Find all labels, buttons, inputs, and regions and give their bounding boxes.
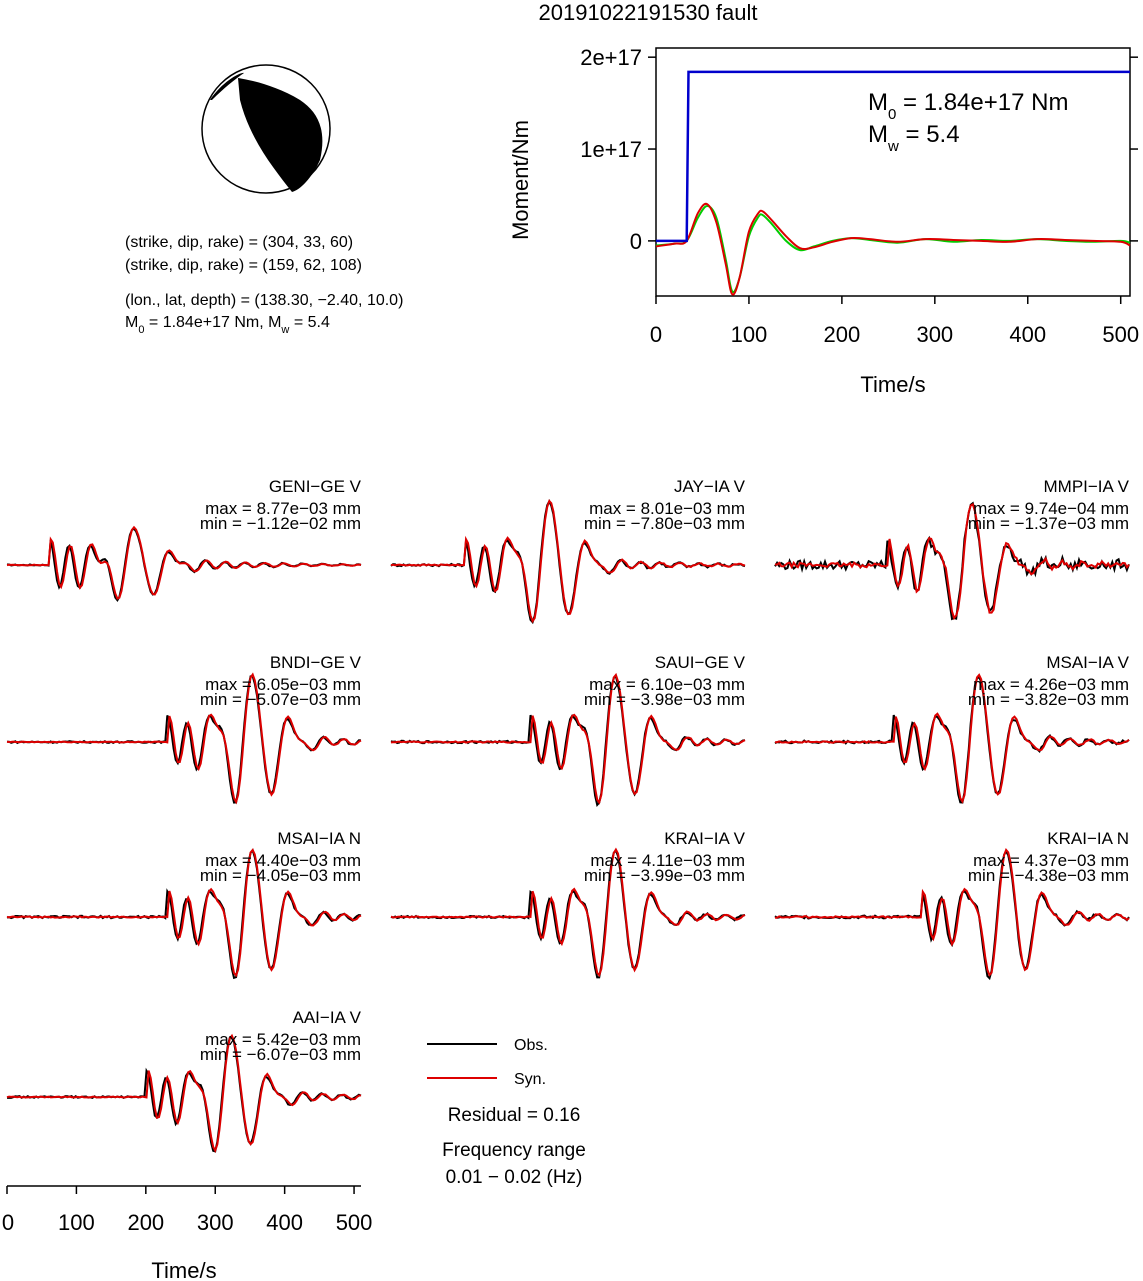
- synthetic-trace: [390, 672, 746, 805]
- moment-x-tick-label: 100: [731, 322, 768, 347]
- station-max: max = 5.42e−03 mm: [205, 1030, 361, 1049]
- moment-x-tick-label: 300: [916, 322, 953, 347]
- moment-x-axis-label: Time/s: [860, 372, 925, 397]
- waveform-x-tick-label: 400: [266, 1210, 303, 1235]
- beachball-compressional-quadrant: [238, 78, 323, 192]
- station-min: min = −4.38e−03 mm: [968, 866, 1129, 885]
- waveform-x-axis-label: Time/s: [151, 1258, 216, 1281]
- waveform-time-axis: 0 100 200 300 400 500 Time/s: [2, 1185, 373, 1281]
- synthetic-trace: [390, 499, 746, 624]
- moment-y-axis-label: Moment/Nm: [508, 120, 533, 240]
- moment-lines: [655, 70, 1131, 296]
- waveform-x-tick-label: 100: [58, 1210, 95, 1235]
- moment-rate-line-1: [655, 202, 1131, 296]
- moment-y-tick-label: 2e+17: [580, 45, 642, 70]
- station-name: AAI−IA V: [292, 1008, 361, 1027]
- station-min: min = −4.05e−03 mm: [200, 866, 361, 885]
- moment-x-tick-label: 500: [1102, 322, 1139, 347]
- residual-text: Residual = 0.16: [448, 1105, 581, 1126]
- moment-y-tick-label: 1e+17: [580, 137, 642, 162]
- synthetic-trace: [6, 525, 362, 600]
- synthetic-trace: [6, 848, 362, 978]
- station-name: JAY−IA V: [674, 477, 746, 496]
- station-min: min = −3.99e−03 mm: [584, 866, 745, 885]
- station-max: max = 8.77e−03 mm: [205, 499, 361, 518]
- station-name: BNDI−GE V: [270, 653, 362, 672]
- station-max: max = 6.10e−03 mm: [589, 675, 745, 694]
- station-max: max = 4.11e−03 mm: [590, 851, 745, 870]
- synthetic-trace: [775, 673, 1130, 804]
- waveform-x-tick-label: 500: [336, 1210, 373, 1235]
- location-line: (lon., lat, depth) = (138.30, −2.40, 10.…: [125, 292, 403, 309]
- station-min: min = −3.82e−03 mm: [968, 690, 1129, 709]
- synthetic-trace: [6, 672, 362, 805]
- nodal-plane-1: (strike, dip, rake) = (304, 33, 60): [125, 234, 353, 251]
- station-min: min = −1.12e−02 mm: [200, 514, 361, 533]
- moment-x-tick-label: 400: [1009, 322, 1046, 347]
- nodal-plane-2: (strike, dip, rake) = (159, 62, 108): [125, 257, 362, 274]
- station-name: MSAI−IA V: [1046, 653, 1129, 672]
- station-name: MMPI−IA V: [1044, 477, 1130, 496]
- station-min: min = −6.07e−03 mm: [200, 1045, 361, 1064]
- synthetic-trace: [774, 502, 1130, 621]
- station-name: MSAI−IA N: [277, 829, 361, 848]
- synthetic-trace: [390, 847, 746, 978]
- station-name: KRAI−IA V: [664, 829, 745, 848]
- station-max: max = 4.26e−03 mm: [973, 675, 1129, 694]
- station-name: SAUI−GE V: [655, 653, 746, 672]
- moment-rate-line-0: [655, 204, 1131, 294]
- station-min: min = −3.98e−03 mm: [584, 690, 745, 709]
- waveform-x-tick-label: 300: [197, 1210, 234, 1235]
- beachball-compressional-cap: [210, 72, 244, 100]
- moment-mw-annotation: Mw = 5.4: [868, 121, 960, 155]
- station-max: max = 6.05e−03 mm: [205, 675, 361, 694]
- synthetic-trace: [6, 1033, 362, 1153]
- moment-plot-frame: [655, 47, 1131, 297]
- waveform-x-ticks: 0 100 200 300 400 500: [2, 1186, 373, 1235]
- moment-x-ticks: 0 100 200 300 400 500: [650, 296, 1139, 347]
- beachball: [201, 64, 331, 194]
- station-min: min = −1.37e−03 mm: [968, 514, 1129, 533]
- waveform-x-tick-label: 200: [127, 1210, 164, 1235]
- frequency-range-label: Frequency range: [442, 1140, 586, 1161]
- figure-title: 20191022191530 fault: [539, 0, 758, 25]
- legend: Obs. Syn. Residual = 0.16 Frequency rang…: [427, 1037, 586, 1188]
- moment-x-tick-label: 200: [824, 322, 861, 347]
- frequency-range-value: 0.01 − 0.02 (Hz): [446, 1167, 583, 1188]
- station-min: min = −7.80e−03 mm: [584, 514, 745, 533]
- station-max: max = 4.40e−03 mm: [205, 851, 361, 870]
- moment-x-tick-label: 0: [650, 322, 662, 347]
- moment-y-ticks: 0 1e+17 2e+17: [580, 45, 1138, 254]
- station-name: GENI−GE V: [269, 477, 362, 496]
- station-max: max = 9.74e−04 mm: [973, 499, 1129, 518]
- station-max: max = 8.01e−03 mm: [589, 499, 745, 518]
- legend-obs-label: Obs.: [514, 1037, 548, 1054]
- moment-line: M0 = 1.84e+17 Nm, Mw = 5.4: [125, 314, 330, 336]
- station-min: min = −5.07e−03 mm: [200, 690, 361, 709]
- synthetic-trace: [774, 847, 1130, 977]
- cumulative-moment-line: [656, 70, 1130, 243]
- moment-y-tick-label: 0: [630, 229, 642, 254]
- moment-m0-annotation: M0 = 1.84e+17 Nm: [868, 89, 1068, 123]
- station-max: max = 4.37e−03 mm: [973, 851, 1129, 870]
- station-name: KRAI−IA N: [1047, 829, 1129, 848]
- moment-chart: 0 1e+17 2e+17 0 100 200 300 400 500 Moment/Nm T…: [508, 45, 1139, 397]
- waveform-x-tick-label: 0: [2, 1210, 14, 1235]
- legend-syn-label: Syn.: [514, 1071, 546, 1088]
